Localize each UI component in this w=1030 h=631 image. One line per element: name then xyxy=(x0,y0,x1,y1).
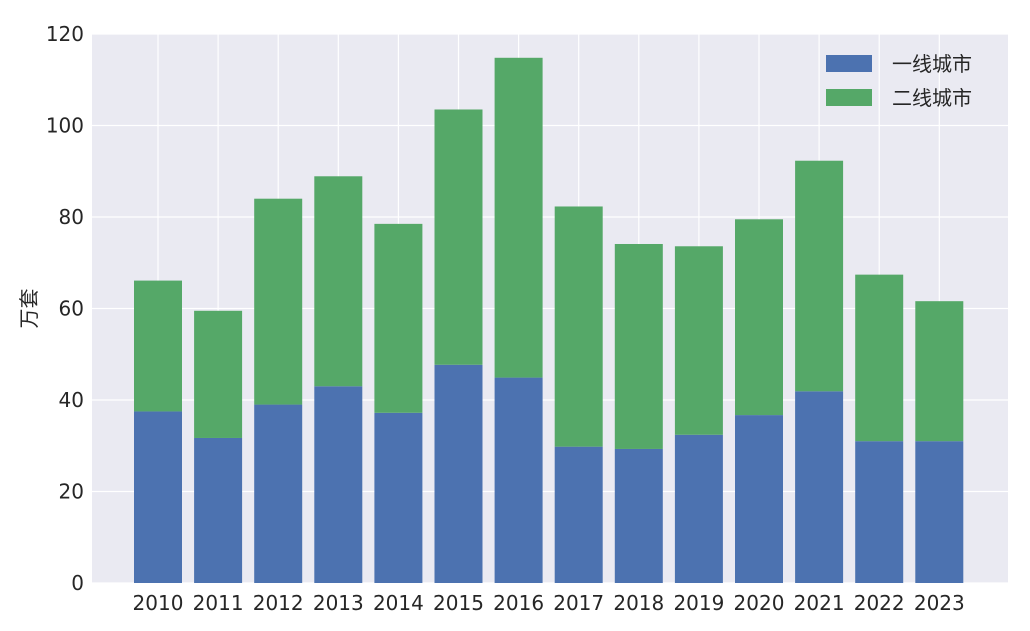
x-tick-label: 2015 xyxy=(433,591,484,615)
y-tick-label: 40 xyxy=(59,388,84,412)
y-tick-label: 0 xyxy=(71,571,84,595)
x-tick-label: 2014 xyxy=(373,591,424,615)
y-axis-label: 万套 xyxy=(17,289,41,329)
bar-series-1-2017 xyxy=(554,446,603,583)
x-tick-label: 2017 xyxy=(553,591,604,615)
bar-series-2-2022 xyxy=(855,274,904,442)
bar-series-1-2015 xyxy=(434,364,483,583)
bar-series-2-2013 xyxy=(314,176,363,387)
x-tick-label: 2011 xyxy=(193,591,244,615)
x-tick-label: 2023 xyxy=(914,591,965,615)
x-tick-label: 2018 xyxy=(613,591,664,615)
y-tick-label: 80 xyxy=(59,205,84,229)
bar-series-2-2014 xyxy=(374,223,423,413)
y-tick-label: 120 xyxy=(46,22,84,46)
bar-series-2-2019 xyxy=(674,246,723,435)
bar-series-1-2020 xyxy=(735,415,783,583)
legend-swatch xyxy=(826,55,872,72)
y-tick-label: 100 xyxy=(46,114,84,138)
x-tick-label: 2022 xyxy=(854,591,905,615)
x-tick-label: 2020 xyxy=(734,591,785,615)
bar-series-1-2023 xyxy=(915,441,964,583)
bar-series-1-2022 xyxy=(855,441,904,583)
legend-swatch xyxy=(826,89,872,106)
bar-series-1-2018 xyxy=(614,448,663,583)
bar-series-2-2021 xyxy=(795,160,844,392)
bar-series-2-2011 xyxy=(194,310,243,438)
y-tick-labels: 0 20 40 60 80 100 120 xyxy=(46,22,84,595)
bar-series-2-2012 xyxy=(254,198,303,405)
bar-series-1-2013 xyxy=(314,386,363,583)
bar-series-2-2015 xyxy=(434,109,483,365)
x-tick-label: 2010 xyxy=(133,591,184,615)
bar-series-2-2010 xyxy=(134,280,182,412)
x-tick-labels: 2010 2011 2012 2013 2014 2015 2016 2017 2018 2019… xyxy=(133,591,965,615)
bar-series-2-2016 xyxy=(494,57,543,378)
bar-series-1-2016 xyxy=(494,377,543,583)
bar-series-1-2012 xyxy=(254,404,303,583)
x-tick-label: 2019 xyxy=(673,591,724,615)
legend-label: 二线城市 xyxy=(892,86,972,110)
x-tick-label: 2021 xyxy=(794,591,845,615)
bar-series-1-2021 xyxy=(795,391,844,583)
bar-series-1-2014 xyxy=(374,412,423,583)
bar-series-1-2019 xyxy=(674,434,723,583)
bar-series-2-2018 xyxy=(614,243,663,449)
bar-series-2-2020 xyxy=(735,219,783,416)
bar-series-1-2010 xyxy=(134,411,182,583)
y-tick-label: 20 xyxy=(59,480,84,504)
x-tick-label: 2016 xyxy=(493,591,544,615)
bar-series-2-2023 xyxy=(915,301,964,442)
bar-series-2-2017 xyxy=(554,206,603,447)
x-tick-label: 2013 xyxy=(313,591,364,615)
bar-series-1-2011 xyxy=(194,437,243,583)
y-tick-label: 60 xyxy=(59,297,84,321)
legend-label: 一线城市 xyxy=(892,52,972,76)
bars xyxy=(134,57,964,583)
x-tick-label: 2012 xyxy=(253,591,304,615)
